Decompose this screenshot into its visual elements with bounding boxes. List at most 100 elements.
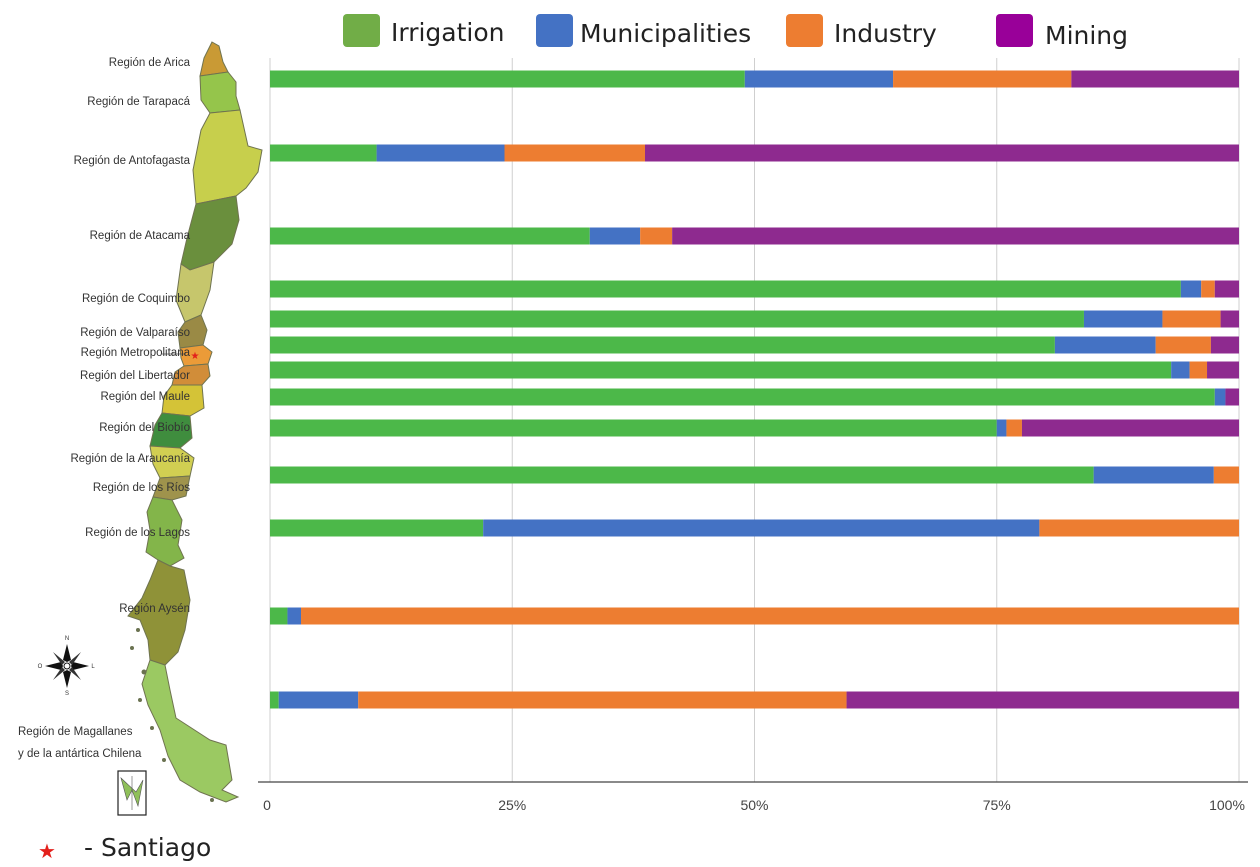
region-label: Región de Coquimbo xyxy=(82,293,190,305)
region-labels: Región de Arica Región de Tarapacá Región … xyxy=(18,57,191,760)
bar-segment-municipalities xyxy=(1171,361,1190,379)
bar-segment-irrigation xyxy=(270,310,1084,328)
region-label: Región de Atacama xyxy=(90,230,191,242)
x-axis: 0 25% 50% 75% 100% xyxy=(258,781,1248,813)
legend-label-industry: Industry xyxy=(834,19,937,48)
bar-segment-municipalities xyxy=(1083,310,1163,328)
bar-segment-municipalities xyxy=(996,419,1007,437)
bar-segment-mining xyxy=(1071,70,1239,88)
region-label: Región del Maule xyxy=(100,391,190,403)
bar-segment-industry xyxy=(1201,280,1215,298)
region-label: Región de Antofagasta xyxy=(74,155,191,167)
bar-segment-irrigation xyxy=(270,419,997,437)
region-label: Región de Valparaíso xyxy=(80,327,190,339)
map-region-los-rios xyxy=(152,475,191,501)
map-region-tarapaca xyxy=(199,71,241,114)
santiago-legend-star: ★ xyxy=(38,839,56,863)
map-island-1 xyxy=(136,628,140,632)
bar-segment-irrigation xyxy=(270,361,1172,379)
map-region-arica xyxy=(199,41,229,77)
bar-segment-municipalities xyxy=(278,691,359,709)
legend-swatch-irrigation xyxy=(343,14,380,47)
bar-segment-irrigation xyxy=(270,691,279,709)
legend-swatch-industry xyxy=(786,14,823,47)
legend-label-mining: Mining xyxy=(1045,21,1128,50)
x-tick-label: 75% xyxy=(983,797,1011,813)
region-label: Región de Arica xyxy=(109,57,191,69)
bar-segment-mining xyxy=(846,691,1239,709)
bar-segment-mining xyxy=(645,144,1239,162)
bar-segment-industry xyxy=(504,144,646,162)
bar-segment-industry xyxy=(1213,466,1239,484)
legend-label-irrigation: Irrigation xyxy=(391,18,505,47)
region-label: Región Metropolitana xyxy=(81,347,191,359)
bar-segment-mining xyxy=(1210,336,1239,354)
bar-segment-irrigation xyxy=(270,607,288,625)
bar-segment-irrigation xyxy=(270,227,590,245)
map-region-magallanes xyxy=(141,659,240,803)
region-label: Región del Biobío xyxy=(99,422,190,434)
bar-segment-irrigation xyxy=(270,466,1094,484)
legend-swatch-municipalities xyxy=(536,14,573,47)
compass-label-l: L xyxy=(91,664,95,670)
compass-label-n: N xyxy=(65,636,69,642)
bar-segment-industry xyxy=(1039,519,1239,537)
bar-segment-municipalities xyxy=(1054,336,1156,354)
region-label: Región del Libertador xyxy=(80,370,190,382)
antarctic-inset-icon xyxy=(117,770,147,816)
map-island-3 xyxy=(141,669,147,675)
bar-segment-irrigation xyxy=(270,336,1055,354)
bar-segment-mining xyxy=(1207,361,1239,379)
bar-segment-municipalities xyxy=(1180,280,1202,298)
bar-segment-industry xyxy=(893,70,1072,88)
bar-segment-industry xyxy=(1189,361,1208,379)
compass-label-s: S xyxy=(65,691,69,697)
bar-segment-municipalities xyxy=(376,144,505,162)
legend-swatch-mining xyxy=(996,14,1033,47)
bar-segment-municipalities xyxy=(589,227,641,245)
compass-label-o: O xyxy=(38,664,43,670)
bar-segment-industry xyxy=(301,607,1239,625)
legend-label-municipalities: Municipalities xyxy=(580,19,751,48)
bar-segment-irrigation xyxy=(270,144,377,162)
region-label: Región Aysén xyxy=(119,603,190,615)
region-label: Región de la Araucanía xyxy=(70,453,190,465)
bar-segment-irrigation xyxy=(270,388,1215,406)
santiago-map-star: ★ xyxy=(191,351,200,362)
map-island-7 xyxy=(210,798,214,802)
bar-segment-industry xyxy=(358,691,847,709)
santiago-legend-label: - Santiago xyxy=(84,833,211,862)
bar-segment-municipalities xyxy=(1093,466,1214,484)
x-tick-label: 0 xyxy=(263,797,271,813)
x-tick-label: 100% xyxy=(1209,797,1245,813)
map-region-antofagasta xyxy=(192,109,263,205)
region-label: Región de los Lagos xyxy=(85,527,190,539)
bar-segment-industry xyxy=(1162,310,1221,328)
map-island-6 xyxy=(162,758,166,762)
bar-segment-mining xyxy=(672,227,1239,245)
bars xyxy=(270,70,1239,709)
bar-segment-irrigation xyxy=(270,70,745,88)
chile-map xyxy=(127,41,263,803)
region-label: Región de los Ríos xyxy=(93,482,190,494)
region-label: Región de Magallanes xyxy=(18,726,133,738)
bar-segment-mining xyxy=(1214,280,1239,298)
compass-rose-icon: N O L S xyxy=(38,636,96,697)
bar-segment-mining xyxy=(1021,419,1239,437)
bar-segment-mining xyxy=(1225,388,1239,406)
bar-segment-irrigation xyxy=(270,280,1181,298)
region-label: y de la antártica Chilena xyxy=(18,748,142,760)
x-tick-label: 25% xyxy=(498,797,526,813)
bar-segment-industry xyxy=(1155,336,1211,354)
bar-segment-mining xyxy=(1220,310,1239,328)
bar-segment-municipalities xyxy=(744,70,894,88)
bar-segment-municipalities xyxy=(287,607,302,625)
x-tick-label: 50% xyxy=(740,797,768,813)
map-region-coquimbo xyxy=(175,261,215,323)
bar-segment-municipalities xyxy=(483,519,1040,537)
map-island-2 xyxy=(130,646,134,650)
map-island-5 xyxy=(150,726,154,730)
map-island-4 xyxy=(138,698,142,702)
legend: Irrigation Municipalities Industry Minin… xyxy=(343,14,1128,50)
